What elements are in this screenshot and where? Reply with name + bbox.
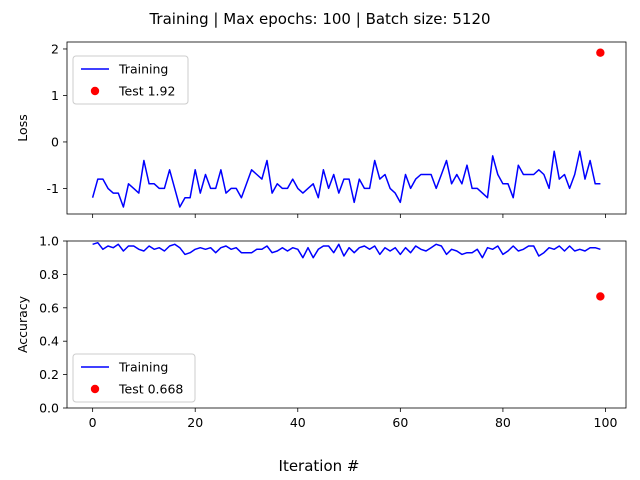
loss-panel: -1 0 1 2 Loss Training Test 1.92 [15,41,627,218]
axes-frame [66,41,627,215]
x-axis-label: Iteration # [279,457,360,475]
y-tick-label: -1 [47,181,59,196]
y-tick-label: 0.2 [39,367,59,382]
legend-point-swatch [90,384,100,394]
y-tick-label: 0 [51,134,59,149]
legend-box [72,353,196,403]
legend-box [72,55,189,105]
legend: Training Test 1.92 [72,55,189,105]
accuracy-panel: 0.0 0.2 0.4 0.6 0.8 1.0 0 20 40 60 80 100 Accuracy Tr… [15,234,627,430]
legend: Training Test 0.668 [72,353,196,403]
test-point [596,48,605,57]
x-tick-label: 40 [290,415,306,430]
y-tick-label: 0.8 [39,267,59,282]
y-tick-label: 1.0 [39,234,59,249]
x-tick-label: 100 [594,415,618,430]
test-point [596,292,605,301]
legend-point-swatch [90,86,100,96]
x-tick-label: 20 [187,415,203,430]
y-tick-label: 0.6 [39,300,59,315]
training-series-line [92,241,601,259]
axes-frame [66,240,627,409]
legend-label: Training [118,62,168,77]
y-tick-label: 2 [51,41,59,56]
y-tick-label: 0.0 [39,401,59,416]
x-tick-label: 0 [89,415,97,430]
x-tick-label: 80 [495,415,511,430]
y-axis-label: Loss [15,114,30,141]
y-tick-label: 0.4 [39,334,59,349]
legend-label: Training [118,360,168,375]
y-tick-label: 1 [51,88,59,103]
x-tick-label: 60 [392,415,408,430]
y-axis-label: Accuracy [15,295,30,353]
legend-label: Test 0.668 [118,382,183,397]
figure-title: Training | Max epochs: 100 | Batch size:… [148,10,490,28]
training-series-line [91,150,601,208]
legend-label: Test 1.92 [118,84,175,99]
